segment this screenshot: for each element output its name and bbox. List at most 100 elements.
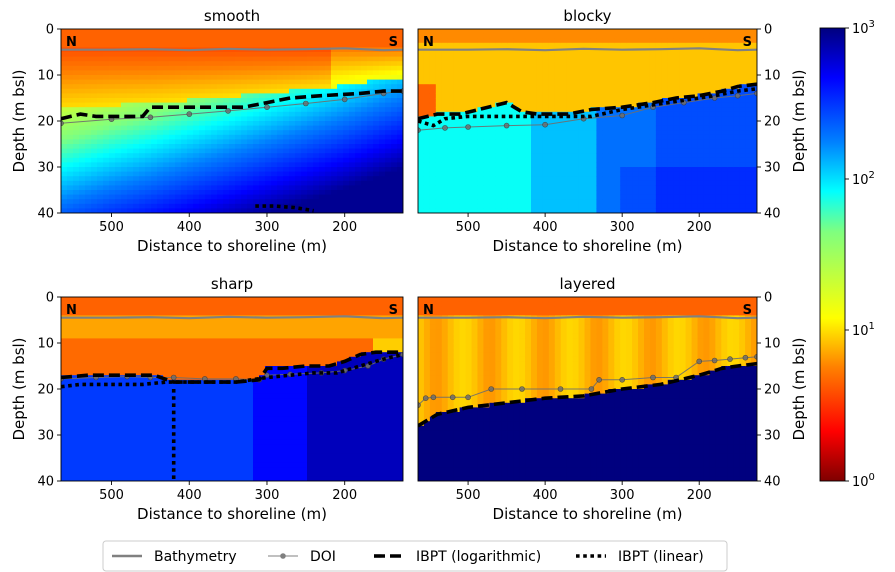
- resistivity-cell: [97, 75, 104, 81]
- resistivity-cell: [418, 111, 425, 117]
- resistivity-cell: [259, 70, 266, 76]
- resistivity-cell: [638, 98, 645, 104]
- resistivity-cell: [145, 56, 152, 62]
- resistivity-cell: [465, 203, 473, 209]
- resistivity-cell: [423, 144, 431, 150]
- resistivity-cell: [79, 29, 86, 35]
- resistivity-cell: [379, 139, 386, 145]
- resistivity-cell: [572, 102, 580, 108]
- resistivity-cell: [471, 199, 479, 205]
- resistivity-cell: [691, 29, 699, 35]
- resistivity-cell: [319, 162, 326, 168]
- resistivity-cell: [103, 84, 110, 90]
- resistivity-cell: [67, 52, 74, 58]
- resistivity-cell: [519, 171, 526, 177]
- resistivity-cell: [507, 162, 514, 168]
- resistivity-cell: [325, 102, 332, 108]
- resistivity-cell: [519, 107, 526, 113]
- resistivity-cell: [337, 111, 344, 117]
- resistivity-cell: [739, 98, 746, 104]
- resistivity-cell: [548, 88, 556, 94]
- resistivity-cell: [489, 102, 496, 108]
- y-tick-label: 20: [764, 115, 781, 130]
- resistivity-cell: [193, 203, 200, 209]
- resistivity-cell: [223, 116, 230, 122]
- resistivity-cell: [560, 65, 568, 71]
- resistivity-cell: [67, 467, 74, 473]
- resistivity-cell: [513, 157, 520, 163]
- resistivity-cell: [277, 111, 284, 117]
- resistivity-cell: [721, 107, 728, 113]
- resistivity-cell: [103, 42, 110, 48]
- resistivity-cell: [542, 102, 550, 108]
- resistivity-cell: [277, 208, 284, 213]
- resistivity-cell: [211, 33, 218, 39]
- resistivity-cell: [423, 111, 431, 117]
- resistivity-cell: [519, 176, 526, 182]
- resistivity-cell: [578, 176, 586, 182]
- resistivity-cell: [109, 407, 116, 413]
- resistivity-cell: [247, 125, 254, 131]
- resistivity-cell: [289, 176, 296, 182]
- resistivity-cell: [367, 107, 374, 113]
- resistivity-cell: [355, 65, 362, 71]
- resistivity-cell: [139, 84, 146, 90]
- resistivity-cell: [61, 324, 68, 330]
- resistivity-cell: [73, 356, 80, 362]
- resistivity-cell: [367, 130, 374, 136]
- resistivity-cell: [91, 190, 98, 196]
- resistivity-cell: [211, 93, 218, 99]
- resistivity-cell: [193, 125, 200, 131]
- resistivity-cell: [691, 130, 699, 136]
- resistivity-cell: [289, 199, 296, 205]
- resistivity-cell: [103, 462, 110, 468]
- resistivity-cell: [697, 65, 705, 71]
- resistivity-cell: [205, 144, 212, 150]
- resistivity-cell: [97, 130, 104, 136]
- resistivity-cell: [519, 65, 526, 71]
- resistivity-cell: [139, 162, 146, 168]
- resistivity-cell: [133, 185, 140, 191]
- resistivity-cell: [73, 462, 80, 468]
- resistivity-cell: [483, 162, 490, 168]
- resistivity-cell: [331, 148, 338, 154]
- resistivity-cell: [319, 47, 326, 53]
- resistivity-cell: [703, 171, 711, 177]
- resistivity-cell: [373, 121, 380, 127]
- resistivity-cell: [429, 42, 437, 48]
- resistivity-cell: [608, 52, 615, 58]
- resistivity-cell: [151, 84, 158, 90]
- resistivity-cell: [596, 180, 603, 186]
- resistivity-cell: [542, 130, 550, 136]
- south-label: S: [389, 35, 398, 50]
- resistivity-cell: [572, 42, 580, 48]
- resistivity-cell: [313, 125, 320, 131]
- resistivity-cell: [295, 180, 302, 186]
- resistivity-cell: [85, 107, 92, 113]
- resistivity-cell: [435, 52, 443, 58]
- resistivity-cell: [307, 61, 314, 67]
- resistivity-cell: [379, 111, 386, 117]
- resistivity-cell: [655, 121, 663, 127]
- resistivity-cell: [673, 199, 681, 205]
- resistivity-cell: [283, 162, 290, 168]
- resistivity-cell: [578, 199, 586, 205]
- resistivity-cell: [685, 42, 693, 48]
- resistivity-cell: [614, 29, 621, 35]
- resistivity-cell: [121, 102, 128, 108]
- resistivity-cell: [157, 33, 164, 39]
- resistivity-cell: [265, 107, 272, 113]
- resistivity-cell: [277, 79, 284, 85]
- resistivity-cell: [235, 84, 242, 90]
- resistivity-cell: [739, 75, 746, 81]
- resistivity-cell: [319, 116, 326, 122]
- resistivity-cell: [397, 199, 403, 205]
- resistivity-cell: [391, 98, 398, 104]
- resistivity-cell: [241, 61, 248, 67]
- resistivity-cell: [572, 121, 580, 127]
- resistivity-cell: [423, 38, 431, 44]
- resistivity-cell: [715, 107, 722, 113]
- resistivity-cell: [727, 125, 734, 131]
- resistivity-cell: [435, 38, 443, 44]
- resistivity-cell: [271, 52, 278, 58]
